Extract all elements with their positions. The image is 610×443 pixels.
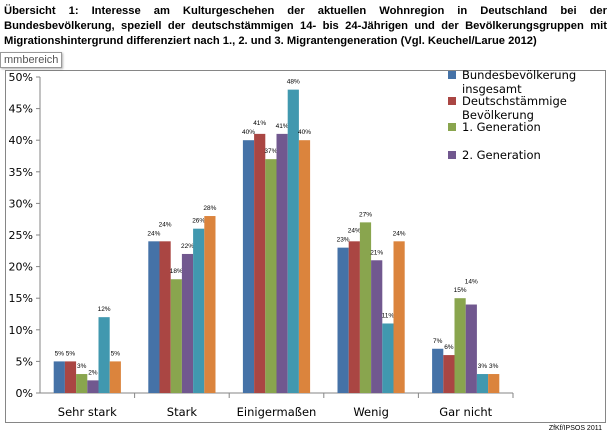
bar [488,374,500,393]
data-label: 3% [77,363,87,370]
y-tick-label: 40% [9,134,33,147]
data-label: 24% [159,221,172,228]
tooltip: mmbereich [0,52,63,68]
bar [393,241,405,393]
bar [193,228,205,393]
data-label: 18% [170,268,183,275]
legend-label: Bevölkerung [462,108,534,122]
data-label: 5% [66,350,76,357]
x-tick-label: Gar nicht [439,405,492,419]
data-label: 37% [264,148,277,155]
legend-swatch [448,97,456,105]
data-label: 2% [88,369,98,376]
chart-frame [5,70,606,423]
data-label: 40% [298,129,311,136]
figure-caption: Übersicht 1: Interesse am Kulturgeschehe… [4,5,607,47]
y-tick-label: 35% [9,166,33,179]
data-label: 11% [382,312,395,319]
data-label: 14% [465,279,478,286]
bar [454,298,466,393]
data-label: 5% [55,350,65,357]
data-label: 27% [359,211,372,218]
bar [432,348,444,393]
y-tick-label: 10% [9,324,33,337]
data-label: 23% [337,237,350,244]
y-tick-label: 5% [16,355,33,368]
bar [443,355,455,393]
bar [109,361,121,393]
data-label: 7% [433,338,443,345]
y-tick-label: 20% [9,261,33,274]
legend-swatch [448,151,456,159]
legend-label: Bundesbevölkerung [462,68,576,82]
y-tick-label: 15% [9,292,33,305]
bar [242,140,255,393]
data-label: 41% [276,123,289,130]
bar [265,159,277,393]
bar [204,216,216,393]
x-tick-label: Stark [167,405,198,419]
data-label: 41% [253,120,266,127]
bar [337,247,349,393]
data-label: 26% [192,218,205,225]
data-label: 40% [242,129,255,136]
source-credit: ZfKf/IPSOS 2011 [548,425,602,432]
x-tick-label: Einigermaßen [237,405,317,419]
data-label: 3% [478,363,488,370]
data-label: 5% [111,350,121,357]
y-tick-label: 50% [9,71,33,84]
bar [371,260,383,393]
data-label: 15% [454,287,467,294]
bar [64,361,77,393]
bar [254,133,266,393]
bar [359,222,372,393]
data-label: 28% [203,205,216,212]
bar [170,279,182,393]
legend-label: insgesamt [462,82,522,96]
y-tick-label: 45% [9,103,33,116]
data-label: 24% [147,230,160,237]
data-label: 48% [287,79,300,86]
data-label: 24% [348,227,361,234]
data-label: 6% [444,344,454,351]
x-tick-label: Sehr stark [58,405,117,419]
bar [98,317,110,393]
bar [148,241,160,393]
y-tick-label: 0% [16,387,33,400]
bar [87,380,99,393]
legend-label: 1. Generation [462,120,541,134]
data-label: 21% [370,249,383,256]
x-tick-label: Wenig [353,405,389,419]
bar [76,374,88,393]
bar [181,253,194,393]
data-label: 12% [98,306,111,313]
legend-swatch [448,71,456,79]
bar [348,241,360,393]
bar [287,89,299,393]
y-tick-label: 25% [9,229,33,242]
bar [53,361,65,393]
bar [159,241,171,393]
data-label: 24% [393,230,406,237]
bar [476,374,489,393]
bar [382,323,394,393]
data-label: 3% [489,363,499,370]
bar [276,133,288,393]
bar [465,304,477,393]
y-tick-label: 30% [9,197,33,210]
legend-label: 2. Generation [462,148,541,162]
legend-swatch [448,123,456,131]
bar [298,140,311,393]
legend-label: Deutschstämmige [462,94,567,108]
data-label: 22% [181,243,194,250]
